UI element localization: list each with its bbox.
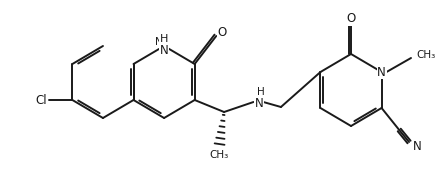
Text: N: N xyxy=(155,37,163,47)
Text: Cl: Cl xyxy=(35,93,47,106)
Text: CH₃: CH₃ xyxy=(416,50,435,60)
Text: H: H xyxy=(258,87,265,97)
Text: N: N xyxy=(413,140,421,153)
Text: CH₃: CH₃ xyxy=(209,150,229,160)
Text: N: N xyxy=(160,43,169,57)
Text: N: N xyxy=(254,96,263,109)
Text: H: H xyxy=(160,34,168,44)
Text: O: O xyxy=(346,12,356,26)
Text: N: N xyxy=(377,65,386,79)
Text: H: H xyxy=(160,37,168,47)
Text: O: O xyxy=(218,27,227,39)
